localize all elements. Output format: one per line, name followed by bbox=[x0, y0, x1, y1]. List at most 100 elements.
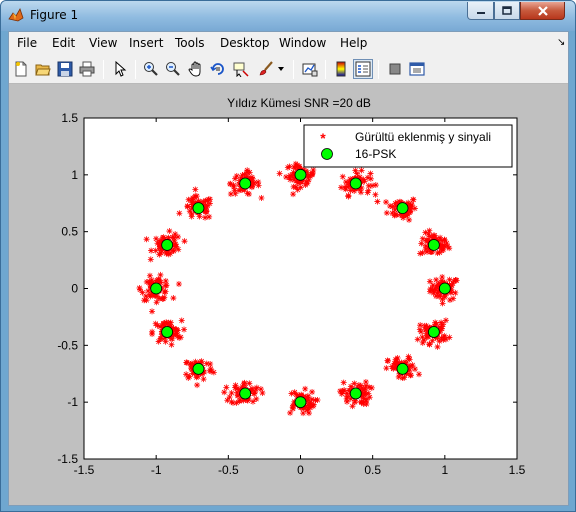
noise-point bbox=[177, 334, 184, 341]
maximize-button[interactable] bbox=[494, 2, 520, 20]
menu-insert[interactable]: Insert bbox=[129, 36, 164, 50]
noise-point bbox=[161, 235, 168, 242]
new-figure-icon bbox=[15, 61, 27, 77]
noise-point bbox=[173, 330, 180, 337]
menu-window[interactable]: Window bbox=[279, 36, 327, 50]
print-button[interactable] bbox=[77, 59, 97, 79]
noise-point bbox=[416, 371, 423, 378]
noise-point bbox=[159, 324, 166, 331]
noise-point bbox=[245, 190, 252, 197]
noise-point bbox=[172, 241, 179, 248]
show-plot-tools-icon bbox=[409, 62, 425, 76]
noise-point bbox=[446, 296, 453, 303]
noise-point bbox=[366, 394, 373, 401]
pan-hand-icon bbox=[188, 61, 201, 77]
noise-point bbox=[400, 214, 407, 221]
colorbar-button[interactable] bbox=[331, 59, 351, 79]
new-figure-button[interactable] bbox=[11, 59, 31, 79]
noise-point bbox=[351, 380, 358, 387]
noise-point bbox=[429, 337, 436, 344]
noise-point bbox=[284, 164, 291, 171]
menu-file[interactable]: File bbox=[17, 36, 38, 50]
noise-point bbox=[304, 169, 311, 176]
menu-desktop[interactable]: Desktop bbox=[220, 36, 270, 50]
noise-point bbox=[345, 182, 352, 189]
noise-point bbox=[368, 182, 375, 189]
noise-point bbox=[156, 295, 163, 302]
title-bar[interactable]: Figure 1 bbox=[1, 1, 575, 31]
edit-plot-button[interactable] bbox=[110, 59, 130, 79]
constellation-plot[interactable]: Yıldız Kümesi SNR =20 dB -1.5 -1 -0.5 0 0.5 1… bbox=[9, 85, 568, 505]
brush-dropdown[interactable] bbox=[275, 59, 287, 79]
noise-point bbox=[395, 373, 402, 380]
noise-point bbox=[294, 177, 301, 184]
edit-plot-arrow-icon bbox=[115, 61, 127, 77]
zoom-out-icon bbox=[166, 62, 180, 76]
noise-point bbox=[136, 285, 143, 292]
noise-point bbox=[165, 236, 172, 243]
print-icon bbox=[79, 61, 95, 77]
psk-point bbox=[150, 282, 163, 295]
noise-point bbox=[171, 237, 178, 244]
noise-point bbox=[358, 179, 365, 186]
noise-point bbox=[168, 341, 175, 348]
menu-view[interactable]: View bbox=[89, 36, 118, 50]
noise-point bbox=[145, 287, 152, 294]
noise-point bbox=[162, 277, 169, 284]
psk-point bbox=[349, 387, 362, 400]
noise-point bbox=[302, 402, 309, 409]
pan-button[interactable] bbox=[186, 59, 206, 79]
legend-button[interactable] bbox=[353, 59, 373, 79]
noise-point bbox=[392, 200, 399, 207]
noise-point bbox=[438, 323, 445, 330]
noise-point bbox=[361, 178, 368, 185]
menu-tools[interactable]: Tools bbox=[175, 36, 205, 50]
noise-point bbox=[239, 172, 246, 179]
noise-point bbox=[441, 236, 448, 243]
zoom-out-button[interactable] bbox=[163, 59, 183, 79]
noise-point bbox=[210, 369, 217, 376]
noise-point bbox=[257, 386, 264, 393]
show-plot-tools-button[interactable] bbox=[407, 59, 427, 79]
psk-point bbox=[192, 362, 205, 375]
noise-point bbox=[408, 204, 415, 211]
noise-point bbox=[432, 286, 439, 293]
noise-point bbox=[393, 365, 400, 372]
noise-point bbox=[206, 200, 213, 207]
noise-point bbox=[186, 208, 193, 215]
noise-point bbox=[347, 383, 354, 390]
noise-point bbox=[416, 326, 423, 333]
noise-point bbox=[169, 234, 176, 241]
zoom-in-button[interactable] bbox=[141, 59, 161, 79]
noise-point bbox=[184, 359, 191, 366]
menu-edit[interactable]: Edit bbox=[52, 36, 76, 50]
noise-point bbox=[419, 334, 426, 341]
noise-point bbox=[358, 392, 365, 399]
noise-point bbox=[178, 317, 185, 324]
noise-point bbox=[444, 243, 451, 250]
noise-point bbox=[347, 176, 354, 183]
x-tick-label: -1 bbox=[151, 463, 162, 477]
dock-arrow-icon[interactable]: ↘ bbox=[557, 37, 566, 48]
brush-button[interactable] bbox=[256, 59, 276, 79]
close-button[interactable] bbox=[520, 2, 565, 20]
colorbar-icon bbox=[336, 61, 346, 77]
menu-help[interactable]: Help bbox=[340, 36, 368, 50]
noise-point bbox=[431, 234, 438, 241]
minimize-button[interactable] bbox=[467, 2, 494, 20]
noise-point bbox=[363, 396, 370, 403]
hide-plot-tools-button[interactable] bbox=[385, 59, 405, 79]
noise-point bbox=[362, 382, 369, 389]
noise-point bbox=[142, 293, 149, 300]
rotate-3d-button[interactable] bbox=[208, 59, 228, 79]
noise-point bbox=[307, 401, 314, 408]
link-plot-button[interactable] bbox=[300, 59, 320, 79]
legend-box[interactable]: * Gürültü eklenmiş y sinyali 16-PSK bbox=[303, 124, 513, 168]
noise-point bbox=[249, 385, 256, 392]
y-tick-label: 1 bbox=[71, 168, 78, 182]
psk-point bbox=[239, 387, 252, 400]
data-cursor-button[interactable] bbox=[231, 59, 251, 79]
open-file-button[interactable] bbox=[33, 59, 53, 79]
save-button[interactable] bbox=[55, 59, 75, 79]
noise-point bbox=[163, 250, 170, 257]
